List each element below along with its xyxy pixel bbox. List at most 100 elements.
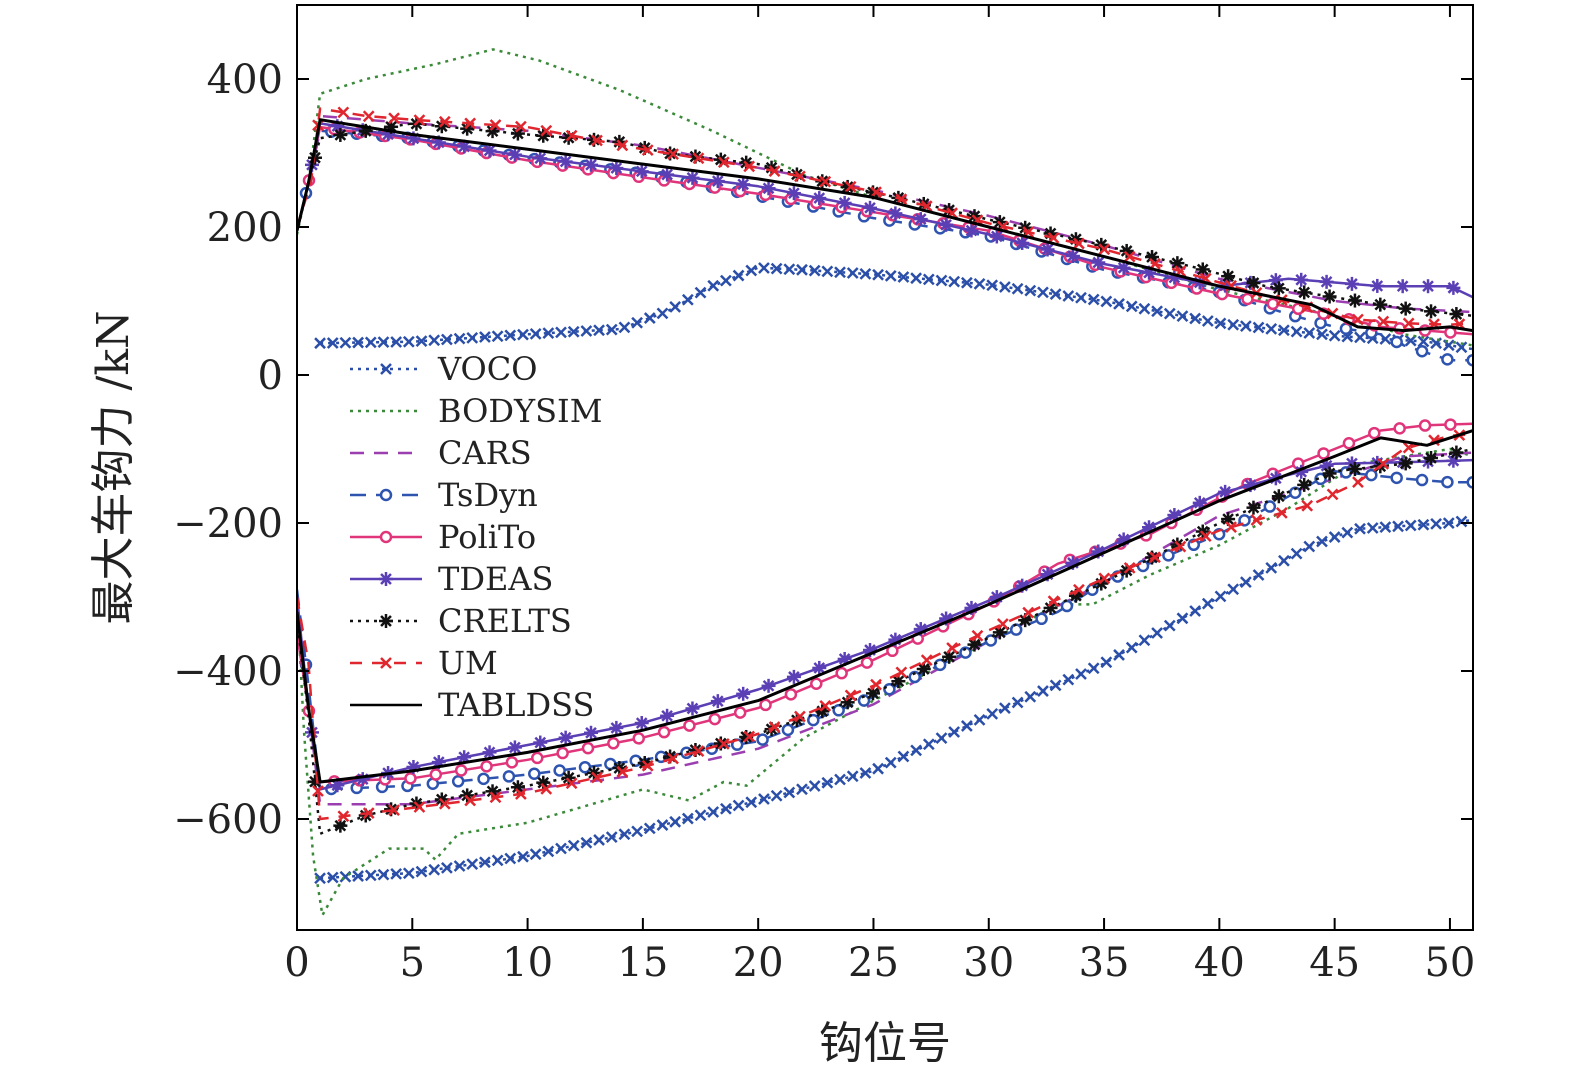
data-point-marker: [429, 768, 443, 781]
data-point-marker: [556, 746, 569, 760]
data-point-marker: [859, 767, 872, 779]
data-point-marker: [872, 268, 884, 281]
data-point-marker: [935, 274, 948, 287]
data-point-marker: [1037, 685, 1049, 697]
data-point-marker: [529, 327, 542, 340]
data-point-marker: [1303, 540, 1316, 553]
data-point-marker: [685, 170, 700, 185]
data-point-marker: [960, 276, 973, 289]
data-point-marker: [1163, 619, 1176, 632]
series-um: [297, 106, 1473, 823]
data-point-marker: [581, 741, 595, 755]
data-point-marker: [935, 732, 948, 745]
data-point-marker: [515, 120, 527, 133]
data-point-marker: [694, 286, 707, 299]
data-point-marker: [999, 281, 1011, 293]
x-tick-label: 50: [1424, 940, 1475, 986]
legend-marker: [379, 530, 393, 544]
data-point-marker: [542, 845, 555, 858]
data-point-marker: [656, 819, 669, 831]
data-point-marker: [505, 756, 519, 769]
data-point-marker: [692, 745, 705, 758]
y-tick-label: 0: [258, 353, 283, 399]
data-point-marker: [1271, 281, 1286, 296]
data-point-marker: [1415, 473, 1429, 487]
data-point-marker: [1449, 445, 1464, 460]
data-point-marker: [743, 730, 756, 743]
data-point-marker: [609, 161, 624, 176]
data-point-marker: [960, 720, 973, 732]
legend-item-crelts: CRELTS: [350, 602, 572, 640]
x-tick-label: 30: [963, 940, 1014, 986]
data-point-marker: [1049, 679, 1062, 692]
legend-marker: [379, 488, 393, 502]
data-point-marker: [1442, 517, 1455, 529]
data-point-marker: [1149, 551, 1161, 564]
data-point-marker: [616, 139, 629, 152]
legend-label: VOCO: [437, 350, 538, 388]
data-point-marker: [922, 273, 935, 286]
data-point-marker: [1377, 457, 1390, 470]
data-point-marker: [743, 160, 756, 173]
data-point-marker: [489, 791, 502, 804]
data-point-marker: [1239, 320, 1252, 332]
data-point-marker: [967, 637, 982, 652]
data-point-marker: [808, 780, 821, 792]
data-point-marker: [528, 767, 541, 780]
y-tick-label: 200: [207, 205, 283, 251]
legend-label: TsDyn: [438, 476, 538, 514]
data-point-marker: [1322, 289, 1337, 304]
data-point-marker: [1239, 576, 1252, 588]
data-point-marker: [1022, 606, 1035, 619]
data-point-marker: [1047, 231, 1060, 244]
data-point-marker: [1377, 315, 1390, 328]
series-line-compression: [297, 451, 1473, 806]
data-point-marker: [897, 750, 910, 763]
data-point-marker: [1151, 305, 1163, 318]
data-point-marker: [692, 152, 705, 165]
data-point-marker: [710, 174, 725, 189]
data-point-marker: [1252, 321, 1265, 334]
x-tick-label: 35: [1079, 940, 1130, 986]
data-point-marker: [1009, 623, 1023, 636]
data-point-marker: [1123, 250, 1136, 263]
data-point-marker: [464, 794, 477, 807]
data-point-marker: [605, 831, 618, 843]
data-point-marker: [720, 274, 732, 287]
data-point-marker: [507, 740, 522, 755]
data-point-marker: [784, 688, 798, 701]
data-point-marker: [1301, 499, 1314, 512]
x-tick-label: 45: [1309, 940, 1360, 986]
data-point-marker: [667, 148, 679, 161]
x-tick-label: 25: [848, 940, 899, 986]
data-point-marker: [1398, 301, 1413, 316]
data-point-marker: [479, 331, 491, 343]
data-point-marker: [758, 793, 770, 805]
y-tick-label: −600: [173, 797, 283, 843]
data-point-marker: [352, 870, 364, 882]
data-point-marker: [593, 834, 605, 846]
data-point-marker: [558, 154, 573, 169]
data-point-marker: [884, 270, 897, 282]
data-point-marker: [897, 271, 910, 283]
data-point-marker: [364, 869, 377, 882]
data-point-marker: [618, 828, 631, 841]
legend-marker: [379, 614, 393, 628]
data-point-marker: [681, 293, 694, 306]
data-point-marker: [948, 726, 961, 738]
data-point-marker: [352, 336, 364, 349]
data-point-marker: [984, 634, 998, 647]
data-point-marker: [794, 170, 806, 183]
data-point-marker: [1189, 605, 1202, 617]
data-point-marker: [502, 770, 516, 783]
data-point-marker: [707, 279, 720, 292]
data-point-marker: [1170, 256, 1185, 271]
data-point-marker: [480, 760, 493, 773]
data-point-marker: [482, 143, 497, 158]
data-point-marker: [888, 206, 903, 221]
data-point-marker: [355, 772, 370, 787]
legend-item-tabldss: TABLDSS: [350, 686, 594, 724]
data-point-marker: [933, 658, 947, 672]
data-point-marker: [745, 264, 758, 277]
